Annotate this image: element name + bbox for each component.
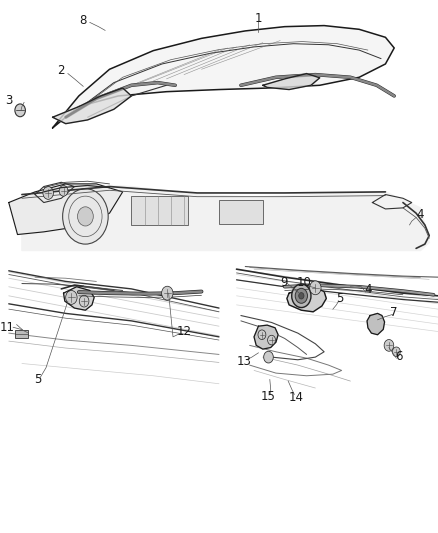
Polygon shape: [53, 88, 131, 124]
Circle shape: [299, 293, 304, 299]
Text: 6: 6: [395, 350, 403, 362]
Polygon shape: [9, 184, 123, 235]
Circle shape: [310, 281, 321, 295]
Circle shape: [384, 340, 394, 351]
Text: 7: 7: [390, 306, 398, 319]
Text: 12: 12: [177, 325, 191, 338]
Polygon shape: [64, 287, 94, 310]
Circle shape: [78, 207, 93, 226]
Text: 11: 11: [0, 321, 15, 334]
Polygon shape: [53, 26, 394, 128]
Polygon shape: [22, 184, 429, 251]
Circle shape: [59, 185, 68, 196]
Circle shape: [258, 330, 266, 340]
Circle shape: [43, 187, 53, 199]
Text: 5: 5: [336, 292, 343, 305]
Circle shape: [295, 288, 307, 303]
Circle shape: [268, 335, 276, 345]
Circle shape: [63, 189, 108, 244]
Text: 2: 2: [57, 64, 65, 77]
Circle shape: [264, 351, 273, 363]
Text: 4: 4: [364, 284, 372, 296]
Polygon shape: [287, 288, 326, 312]
Polygon shape: [367, 313, 385, 335]
Circle shape: [392, 347, 400, 357]
Text: 10: 10: [297, 276, 312, 289]
Circle shape: [292, 284, 311, 308]
Text: 14: 14: [289, 391, 304, 404]
Text: 15: 15: [261, 390, 276, 403]
Text: 1: 1: [254, 12, 262, 25]
Circle shape: [79, 295, 89, 307]
Bar: [219, 200, 263, 224]
Circle shape: [15, 104, 25, 117]
Polygon shape: [254, 325, 278, 349]
Circle shape: [162, 286, 173, 300]
Text: 4: 4: [417, 208, 424, 221]
Text: 9: 9: [280, 276, 288, 289]
Text: 8: 8: [80, 14, 87, 27]
Text: 3: 3: [5, 94, 12, 107]
Text: 13: 13: [237, 355, 252, 368]
Circle shape: [66, 290, 77, 304]
Polygon shape: [263, 74, 320, 90]
Bar: [15, 330, 28, 338]
Text: 5: 5: [34, 373, 41, 386]
Bar: [131, 196, 188, 225]
